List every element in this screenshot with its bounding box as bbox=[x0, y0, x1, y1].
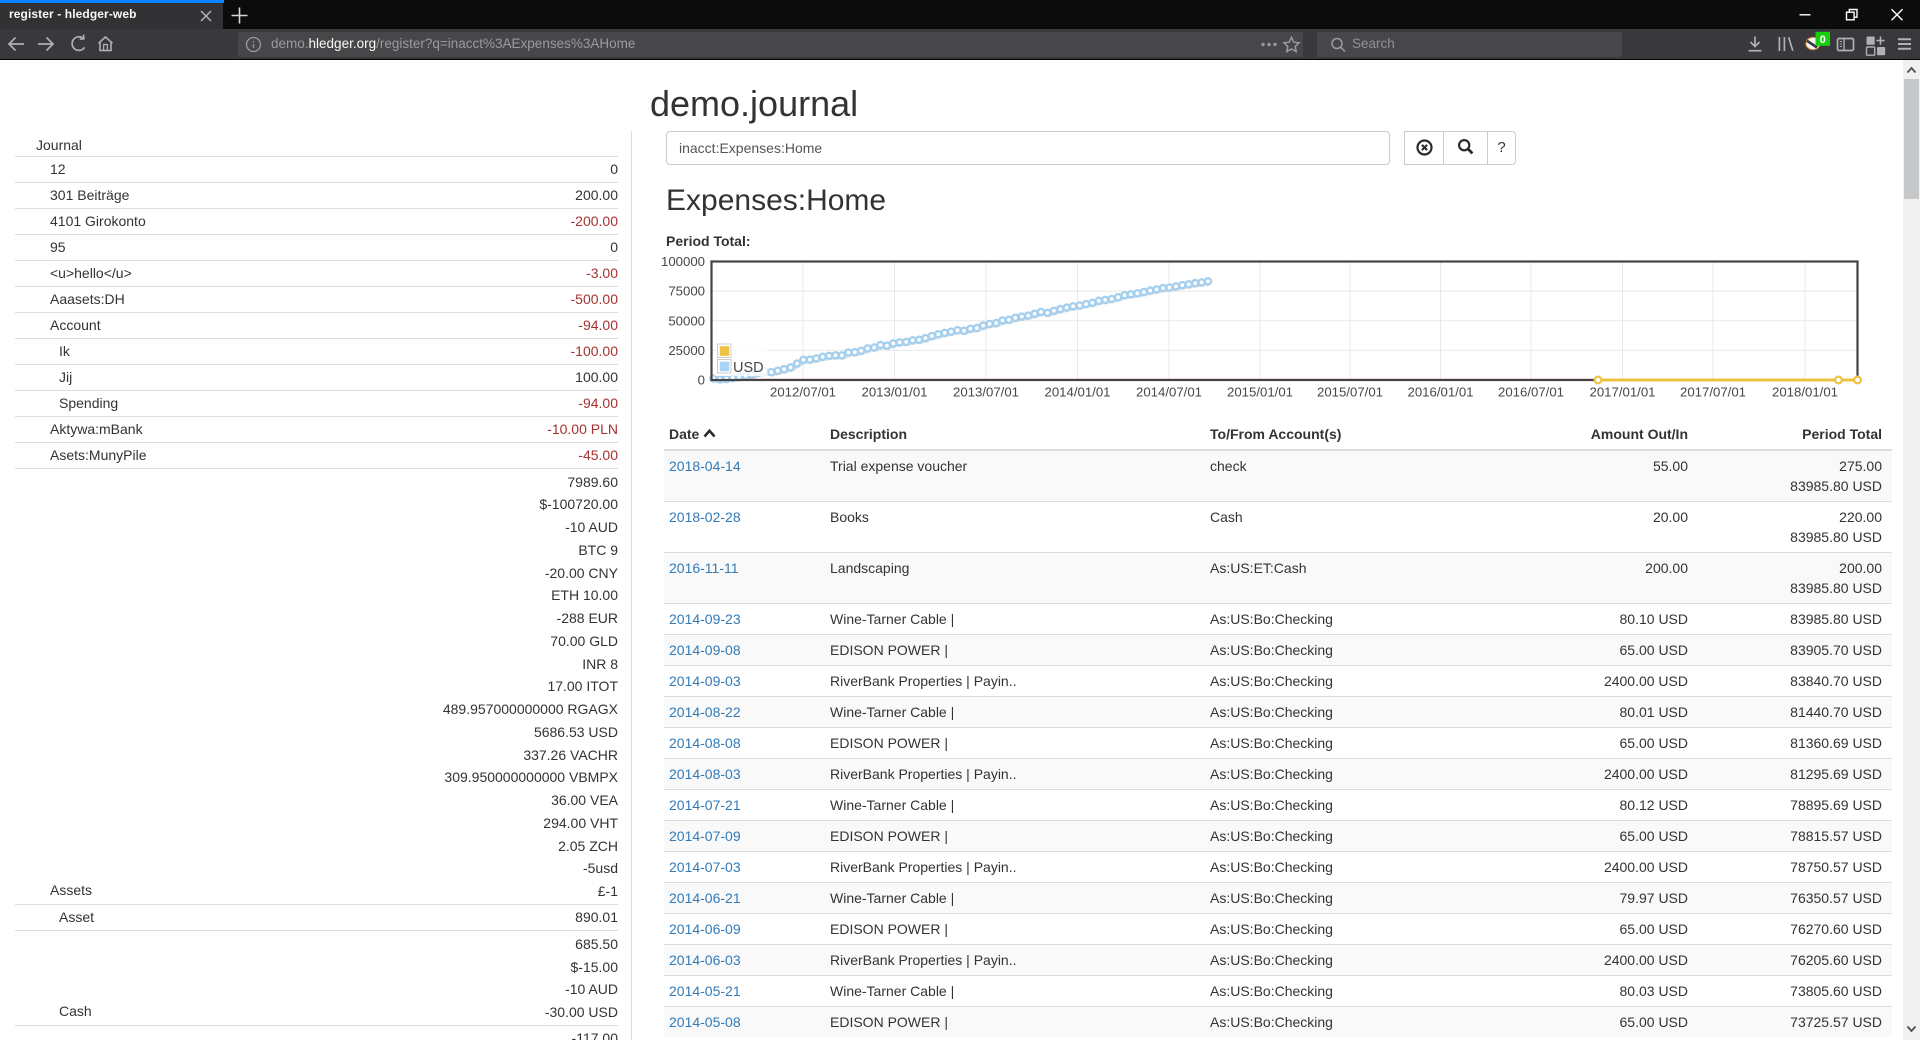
svg-text:50000: 50000 bbox=[668, 313, 705, 328]
svg-text:USD: USD bbox=[733, 360, 764, 376]
svg-text:2016/01/01: 2016/01/01 bbox=[1407, 385, 1473, 400]
svg-text:2014/01/01: 2014/01/01 bbox=[1044, 385, 1110, 400]
svg-text:2015/01/01: 2015/01/01 bbox=[1227, 385, 1293, 400]
svg-text:25000: 25000 bbox=[668, 343, 705, 358]
svg-text:2016/07/01: 2016/07/01 bbox=[1498, 385, 1564, 400]
svg-text:2013/01/01: 2013/01/01 bbox=[861, 385, 927, 400]
svg-text:2014/07/01: 2014/07/01 bbox=[1136, 385, 1202, 400]
svg-text:2012/07/01: 2012/07/01 bbox=[770, 385, 836, 400]
svg-text:2017/01/01: 2017/01/01 bbox=[1589, 385, 1655, 400]
svg-text:2018/01/01: 2018/01/01 bbox=[1772, 385, 1838, 400]
svg-text:0: 0 bbox=[698, 373, 705, 388]
svg-text:2017/07/01: 2017/07/01 bbox=[1680, 385, 1746, 400]
svg-text:0: 0 bbox=[1820, 34, 1826, 46]
svg-text:100000: 100000 bbox=[661, 254, 705, 269]
svg-text:2015/07/01: 2015/07/01 bbox=[1317, 385, 1383, 400]
svg-text:75000: 75000 bbox=[668, 284, 705, 299]
svg-text:2013/07/01: 2013/07/01 bbox=[953, 385, 1019, 400]
